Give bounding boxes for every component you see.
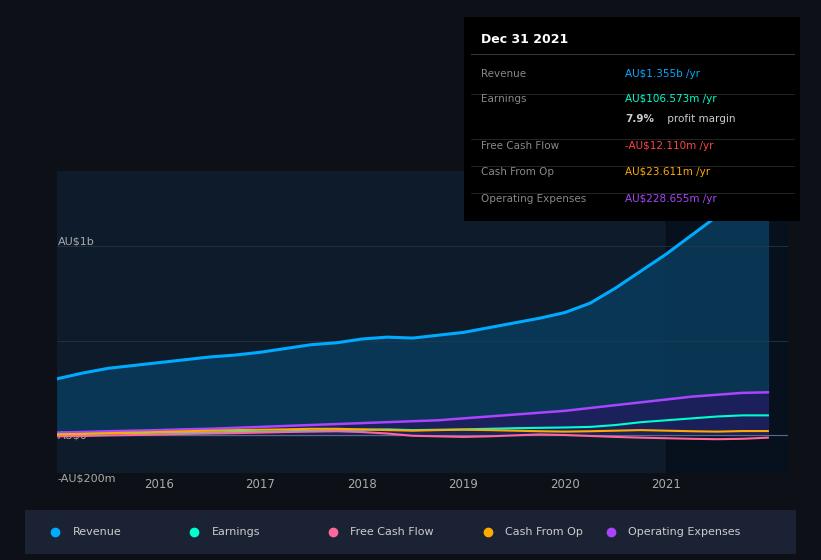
Text: Earnings: Earnings xyxy=(211,527,260,537)
Text: Dec 31 2021: Dec 31 2021 xyxy=(481,33,568,46)
Text: AU$106.573m /yr: AU$106.573m /yr xyxy=(626,94,717,104)
Text: AU$228.655m /yr: AU$228.655m /yr xyxy=(626,194,718,204)
Text: Free Cash Flow: Free Cash Flow xyxy=(481,141,559,151)
Text: AU$1.355b /yr: AU$1.355b /yr xyxy=(626,69,700,79)
Text: Earnings: Earnings xyxy=(481,94,526,104)
Text: Cash From Op: Cash From Op xyxy=(481,167,553,177)
Text: profit margin: profit margin xyxy=(664,114,736,124)
Text: Cash From Op: Cash From Op xyxy=(505,527,583,537)
Text: -AU$12.110m /yr: -AU$12.110m /yr xyxy=(626,141,714,151)
Text: AU$1b: AU$1b xyxy=(57,236,94,246)
Text: Free Cash Flow: Free Cash Flow xyxy=(351,527,434,537)
Text: AU$23.611m /yr: AU$23.611m /yr xyxy=(626,167,710,177)
Text: Operating Expenses: Operating Expenses xyxy=(481,194,586,204)
Bar xyxy=(667,171,788,473)
Text: Revenue: Revenue xyxy=(481,69,525,79)
Text: Revenue: Revenue xyxy=(72,527,122,537)
Text: -AU$200m: -AU$200m xyxy=(57,473,116,483)
Text: AU$0: AU$0 xyxy=(57,431,87,440)
Text: Operating Expenses: Operating Expenses xyxy=(628,527,741,537)
Text: 7.9%: 7.9% xyxy=(626,114,654,124)
